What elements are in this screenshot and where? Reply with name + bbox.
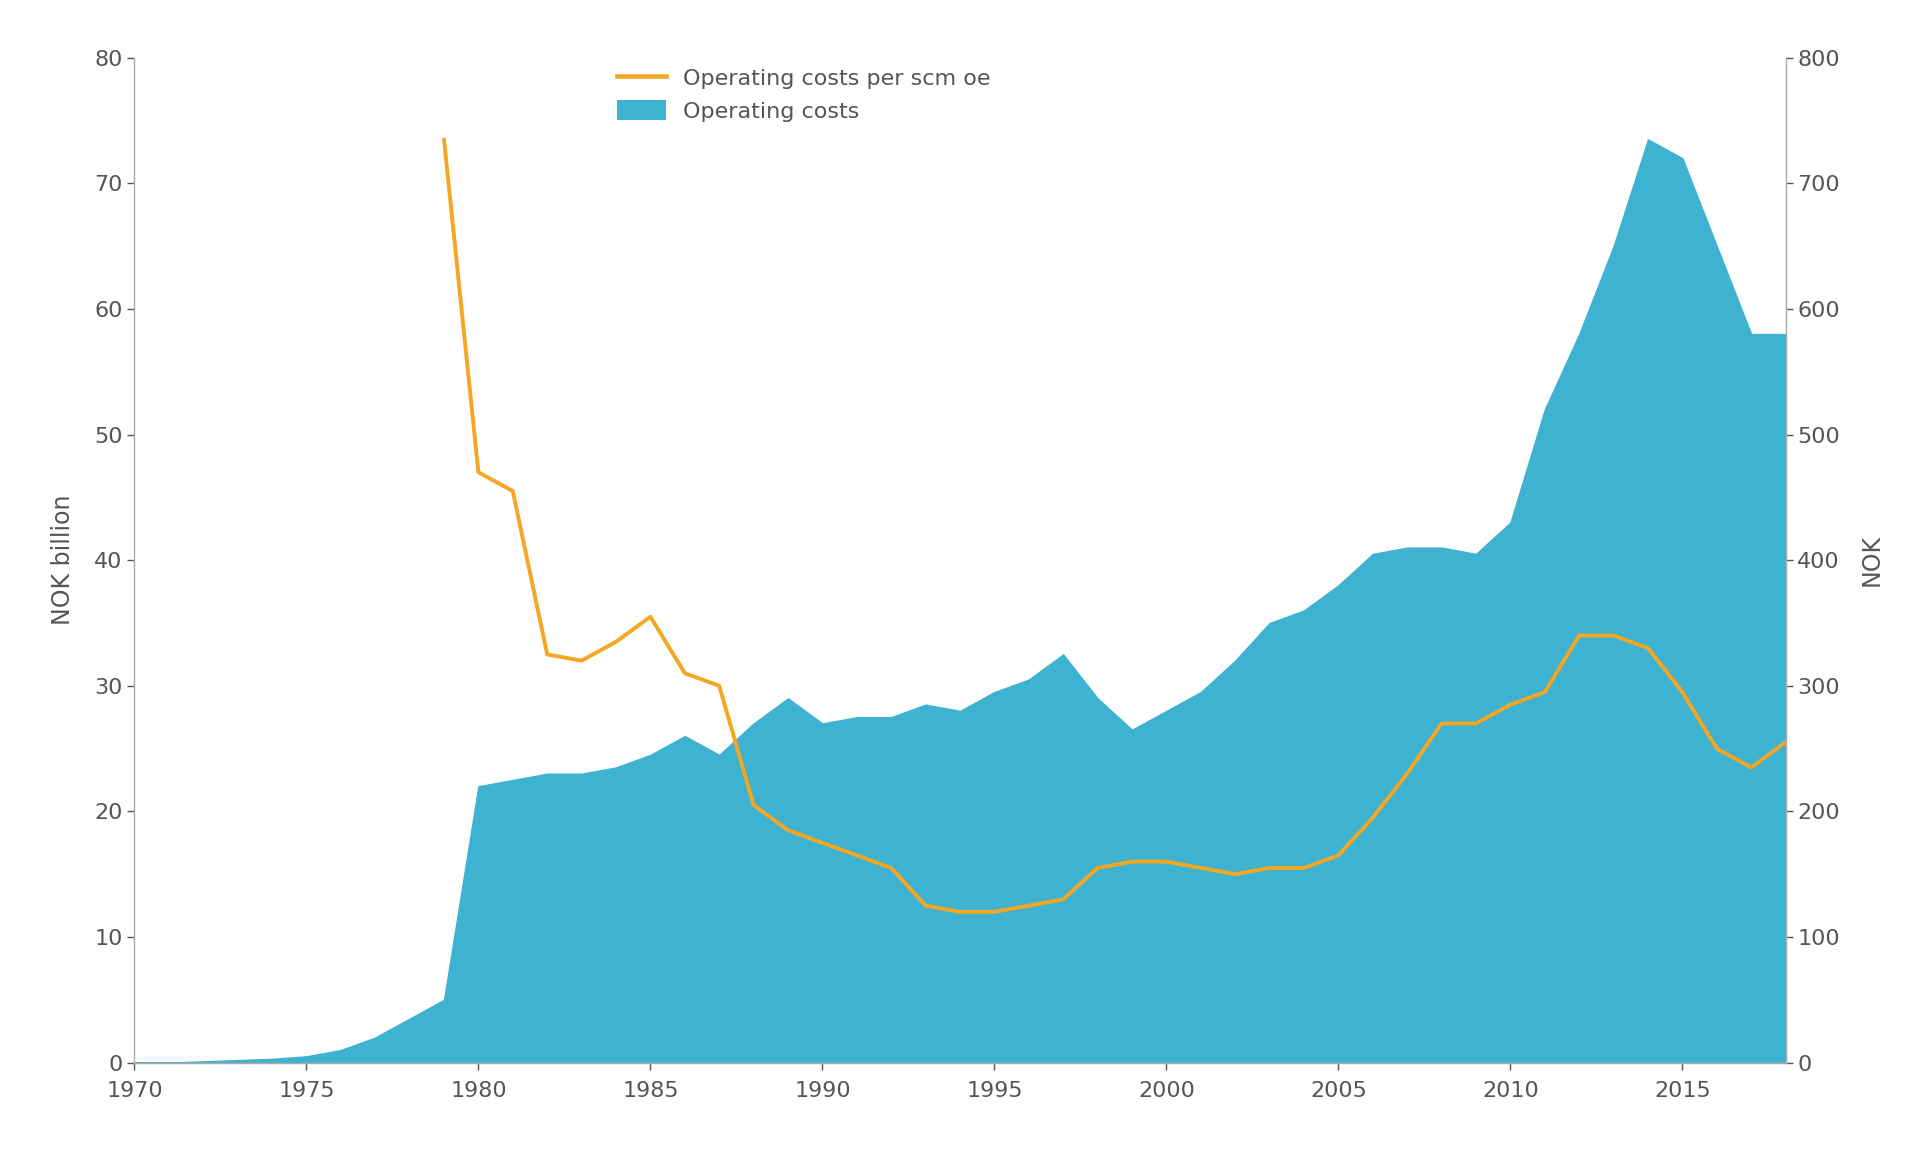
Y-axis label: NOK billion: NOK billion: [50, 495, 75, 625]
Y-axis label: NOK: NOK: [1860, 534, 1884, 587]
Legend: Operating costs per scm oe, Operating costs: Operating costs per scm oe, Operating co…: [609, 59, 1000, 131]
